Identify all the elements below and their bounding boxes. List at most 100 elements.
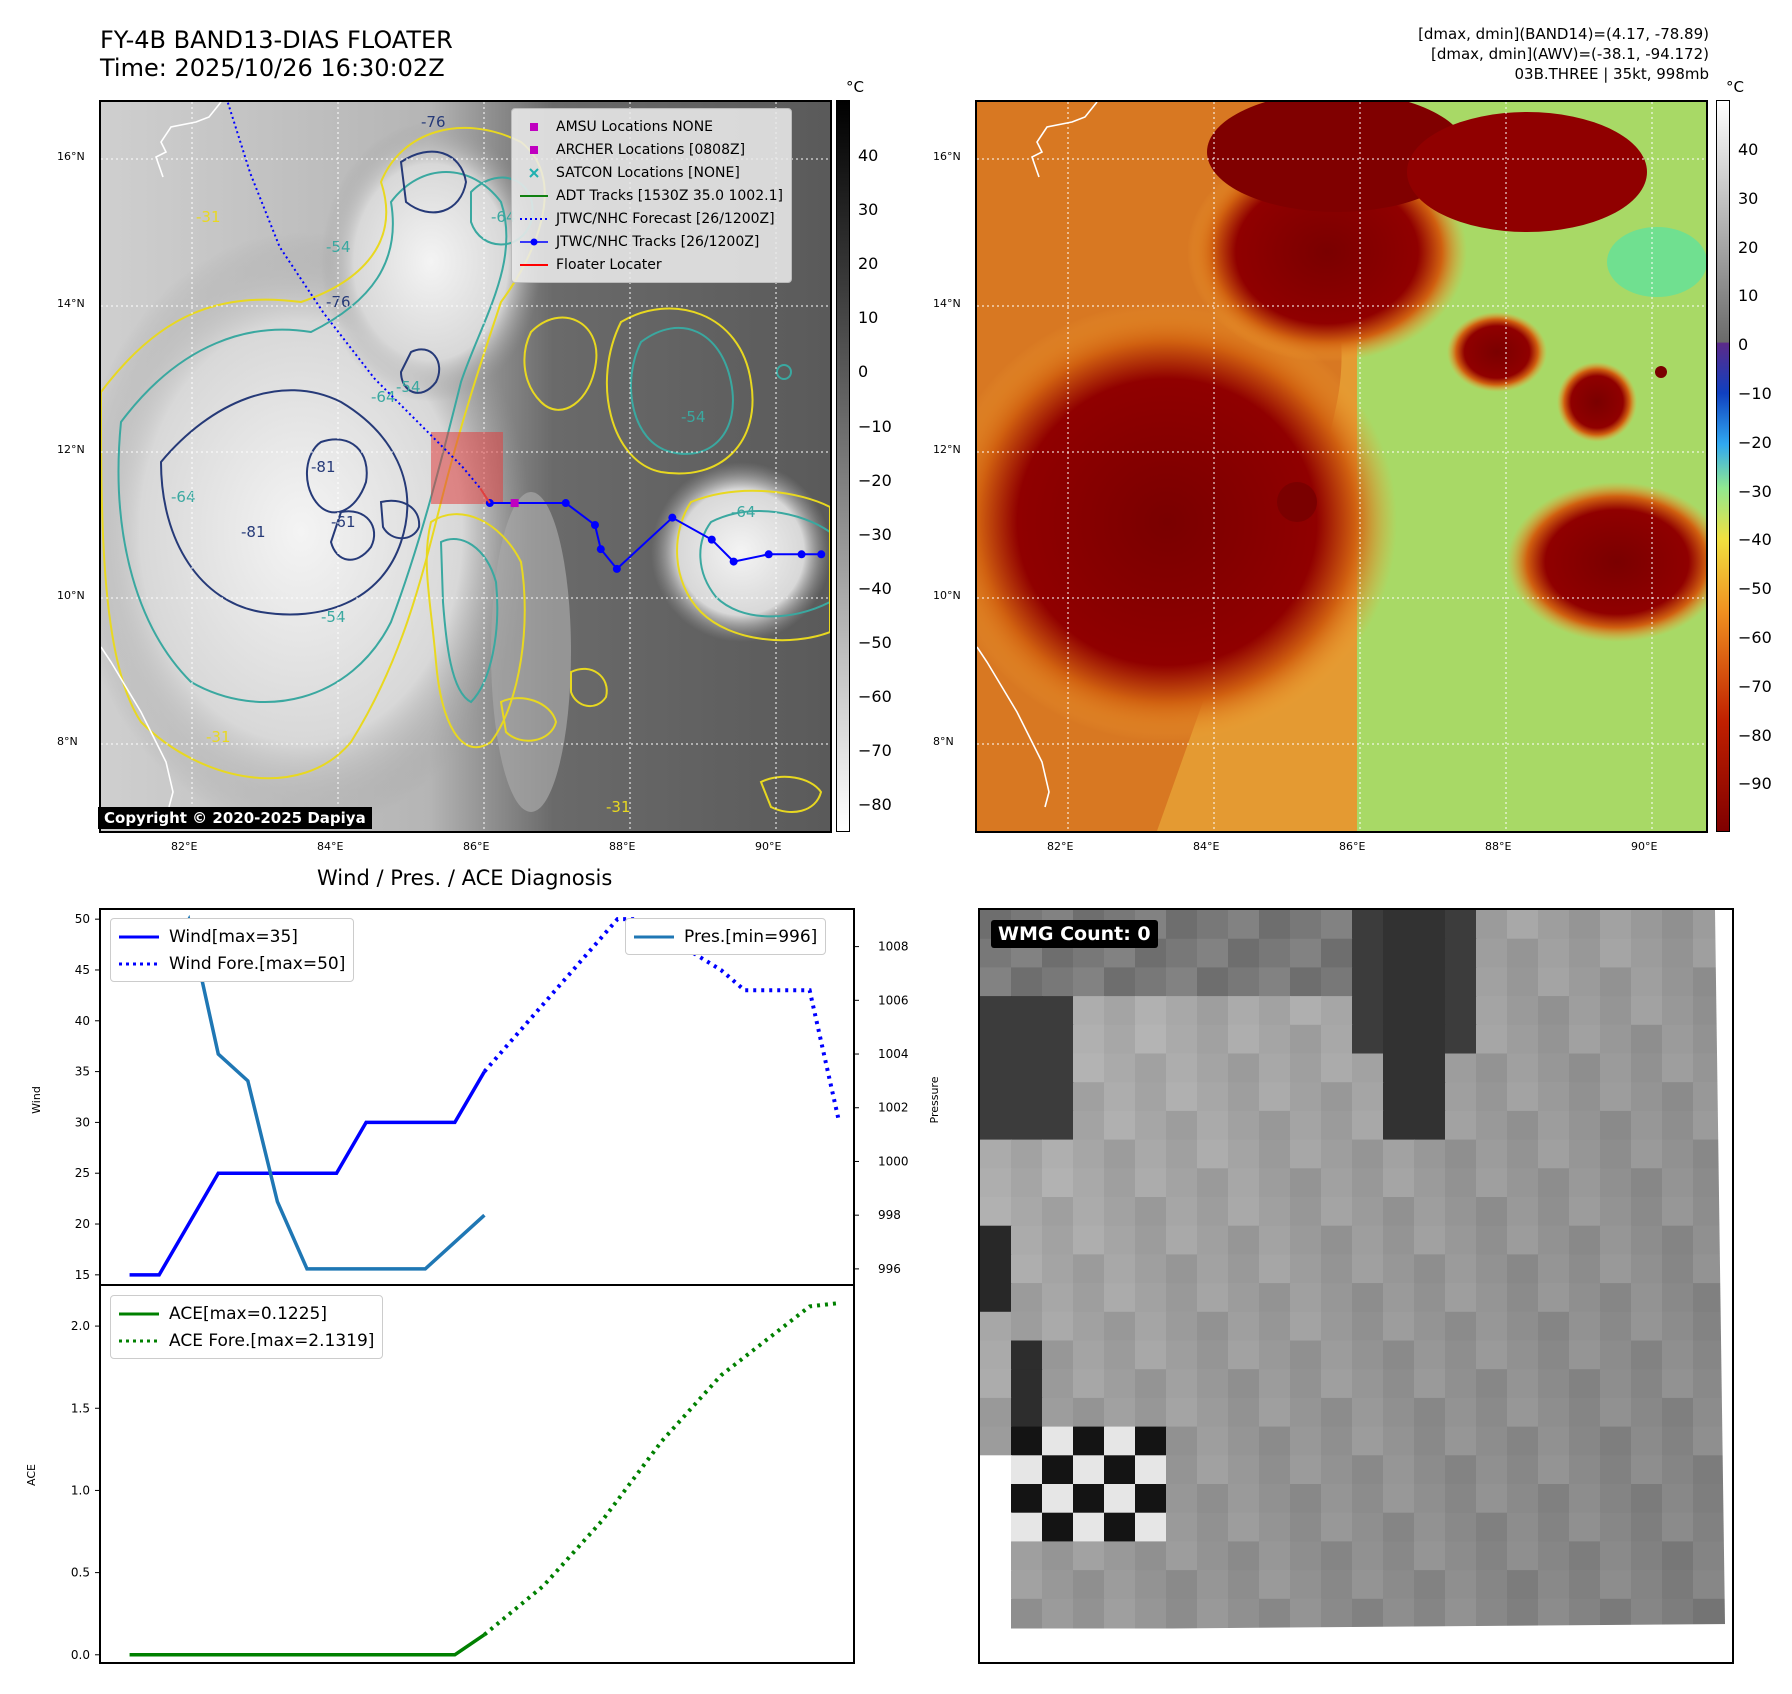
wmg-pixel bbox=[1135, 1053, 1167, 1084]
wmg-pixel bbox=[1135, 1254, 1167, 1285]
wmg-pixel bbox=[1445, 910, 1477, 940]
wmg-pixel bbox=[1538, 910, 1570, 940]
wmg-pixel bbox=[1414, 1082, 1446, 1112]
wmg-pixel bbox=[1197, 938, 1229, 969]
wmg-pixel bbox=[1507, 1082, 1539, 1112]
wmg-pixel bbox=[1662, 1082, 1694, 1112]
wmg-pixel bbox=[1476, 1053, 1508, 1084]
wmg-pixel bbox=[1042, 1197, 1074, 1227]
wmg-pixel bbox=[1631, 996, 1663, 1026]
map-legend: AMSU Locations NONE ARCHER Locations [080… bbox=[511, 108, 792, 283]
wmg-pixel bbox=[1011, 1570, 1043, 1600]
contour-label: -31 bbox=[196, 208, 221, 226]
wmg-pixel bbox=[1600, 1598, 1632, 1629]
wmg-pixel bbox=[1476, 1455, 1508, 1485]
wmg-pixel bbox=[1662, 967, 1694, 998]
wmg-pixel bbox=[1693, 1484, 1725, 1514]
wmg-pixel bbox=[1693, 1369, 1725, 1399]
colorbar-tick-label: −10 bbox=[1738, 384, 1772, 403]
wmg-pixel bbox=[1011, 1283, 1043, 1313]
wmg-pixel bbox=[1042, 1340, 1074, 1371]
wmg-pixel bbox=[1600, 1484, 1632, 1514]
wmg-pixel bbox=[1104, 1283, 1136, 1313]
colorbar-tick-label: 40 bbox=[1738, 140, 1759, 159]
wmg-pixel bbox=[1321, 1053, 1353, 1084]
wmg-pixel bbox=[1197, 1598, 1229, 1629]
legend-symbol bbox=[520, 190, 548, 202]
y-tick-label: 20 bbox=[75, 1217, 90, 1231]
colorbar-left-unit: °C bbox=[846, 78, 864, 96]
wmg-pixel bbox=[1538, 1598, 1570, 1629]
awv-map-svg bbox=[977, 102, 1706, 831]
wmg-pixel bbox=[1538, 1053, 1570, 1084]
wmg-pixel bbox=[1414, 1024, 1446, 1055]
contour-label: -76 bbox=[421, 113, 446, 131]
colorbar-tick-label: −30 bbox=[1738, 481, 1772, 501]
wmg-pixel bbox=[1166, 1082, 1198, 1112]
wmg-pixel bbox=[1259, 1455, 1291, 1485]
wmg-pixel bbox=[1414, 1139, 1446, 1170]
wmg-pixel bbox=[1290, 1197, 1322, 1227]
coastline-south bbox=[101, 646, 174, 808]
wmg-pixel bbox=[1507, 967, 1539, 998]
wmg-pixel bbox=[1228, 910, 1260, 940]
colorbar-tick-label: −20 bbox=[858, 470, 892, 490]
wmg-pixel bbox=[1600, 910, 1632, 940]
wmg-pixel bbox=[1383, 1053, 1415, 1084]
wmg-pixel bbox=[1414, 967, 1446, 998]
wmg-pixel bbox=[1507, 1053, 1539, 1084]
info-awv-range: [dmax, dmin](AWV)=(-38.1, -94.172) bbox=[1430, 45, 1709, 63]
wmg-pixel bbox=[1321, 1024, 1353, 1055]
wmg-pixel bbox=[1383, 910, 1415, 940]
wmg-pixel bbox=[1445, 1082, 1477, 1112]
wmg-pixel bbox=[1197, 1168, 1229, 1198]
wmg-pixel bbox=[1352, 1455, 1384, 1485]
wmg-pixel bbox=[1228, 1484, 1260, 1514]
wmg-pixel bbox=[1197, 1225, 1229, 1256]
track-point bbox=[612, 564, 621, 573]
contour-label: -54 bbox=[321, 608, 346, 626]
wmg-pixel bbox=[1290, 1426, 1322, 1457]
wmg-pixel bbox=[1569, 1283, 1601, 1313]
wmg-pixel bbox=[1631, 1340, 1663, 1371]
colorbar-tick-label: 30 bbox=[858, 200, 879, 220]
wmg-pixel bbox=[1104, 1426, 1136, 1457]
awv-moist-spot bbox=[1607, 227, 1706, 297]
floater-locater-box bbox=[431, 432, 503, 504]
wmg-pixel bbox=[1507, 910, 1539, 940]
lon-label: 82°E bbox=[1047, 840, 1074, 853]
wmg-pixel bbox=[1507, 1110, 1539, 1141]
lat-label: 8°N bbox=[57, 735, 78, 748]
wmg-pixel bbox=[1507, 996, 1539, 1026]
ace-axis-label: ACE bbox=[25, 1464, 38, 1486]
wmg-pixel bbox=[1042, 1397, 1074, 1428]
wmg-pixel bbox=[1352, 1024, 1384, 1055]
legend-symbol bbox=[520, 121, 548, 133]
wmg-pixel bbox=[1631, 1484, 1663, 1514]
wmg-pixel bbox=[1135, 1082, 1167, 1112]
wmg-pixel bbox=[1259, 1110, 1291, 1141]
contour-label: -64 bbox=[171, 488, 196, 506]
legend-label: JTWC/NHC Forecast [26/1200Z] bbox=[556, 210, 775, 227]
wmg-pixel bbox=[1476, 1168, 1508, 1198]
wmg-pixel bbox=[1352, 1570, 1384, 1600]
wmg-pixel bbox=[1073, 1225, 1105, 1256]
wmg-pixel bbox=[1600, 1139, 1632, 1170]
colorbar-tick-label: −50 bbox=[858, 632, 892, 652]
wmg-pixel bbox=[1011, 1139, 1043, 1170]
wmg-pixel bbox=[1290, 1254, 1322, 1285]
wmg-pixel bbox=[1507, 1369, 1539, 1399]
wmg-pixel bbox=[1321, 1397, 1353, 1428]
wmg-pixel bbox=[1042, 1110, 1074, 1141]
wmg-pixel bbox=[1259, 1139, 1291, 1170]
wmg-pixel bbox=[1414, 1570, 1446, 1600]
wmg-pixel bbox=[1631, 1397, 1663, 1428]
lon-label: 86°E bbox=[463, 840, 490, 853]
wmg-pixel bbox=[1042, 1283, 1074, 1313]
wmg-pixel bbox=[1693, 1397, 1725, 1428]
wmg-pixel bbox=[1228, 1254, 1260, 1285]
wmg-pixel bbox=[1135, 1369, 1167, 1399]
wmg-pixel bbox=[1631, 967, 1663, 998]
wmg-pixel bbox=[1073, 1254, 1105, 1285]
wmg-pixel bbox=[1631, 1455, 1663, 1485]
